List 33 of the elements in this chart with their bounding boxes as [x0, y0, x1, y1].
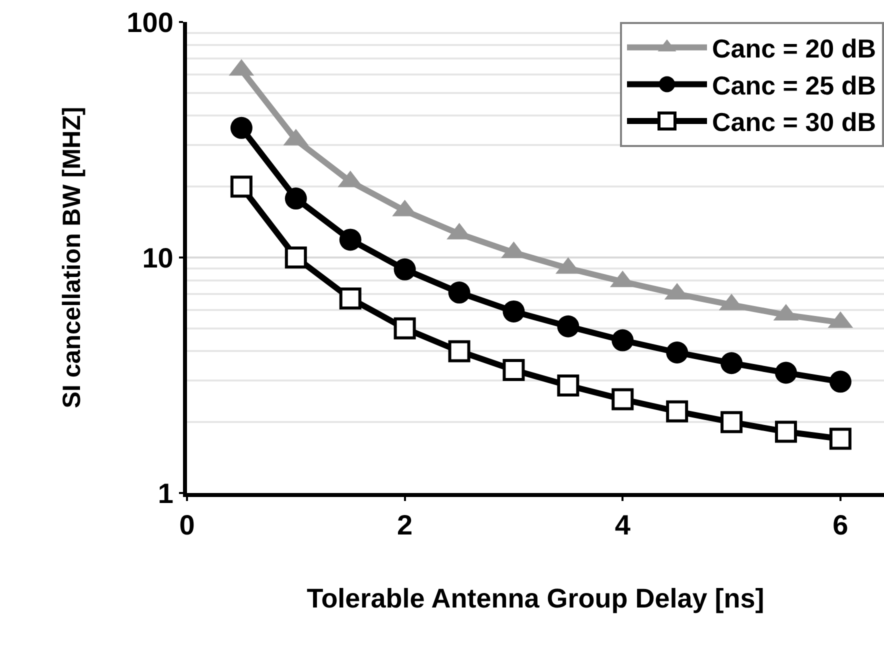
- point: [557, 315, 580, 338]
- point: [502, 300, 525, 322]
- x-tick-label: 0: [179, 510, 195, 541]
- point: [394, 258, 416, 280]
- point: [502, 358, 525, 381]
- point: [612, 329, 634, 352]
- point: [720, 411, 743, 434]
- legend-label: Canc = 25 dB: [712, 70, 876, 100]
- point: [612, 388, 634, 410]
- point: [448, 282, 470, 304]
- point: [557, 374, 580, 397]
- legend-label: Canc = 30 dB: [712, 107, 876, 138]
- point: [339, 287, 362, 310]
- x-tick-label: 2: [397, 510, 413, 541]
- point: [666, 342, 688, 364]
- point: [448, 340, 470, 362]
- point: [720, 352, 743, 374]
- legend-label: Canc = 20 dB: [712, 34, 876, 64]
- y-tick-label: 10: [142, 242, 174, 274]
- point: [394, 317, 416, 340]
- point: [774, 420, 797, 443]
- point: [284, 246, 307, 268]
- point: [666, 400, 688, 422]
- x-axis-title: Tolerable Antenna Group Delay [ns]: [306, 584, 764, 614]
- y-tick-label: 1: [158, 478, 174, 509]
- point: [829, 428, 852, 450]
- y-axis-title: SI cancellation BW [MHZ]: [58, 106, 86, 408]
- y-tick-label: 100: [126, 6, 174, 38]
- point: [829, 370, 852, 393]
- x-tick-label: 6: [832, 510, 848, 541]
- point: [339, 228, 362, 251]
- point: [774, 362, 797, 384]
- x-tick-label: 4: [614, 510, 631, 541]
